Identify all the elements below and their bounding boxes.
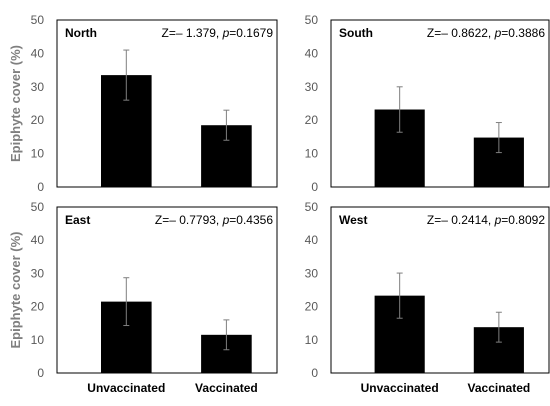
plot-frame: [330, 206, 550, 374]
y-tick-label: 10: [31, 333, 45, 347]
y-axis-label: Epiphyte cover (%): [8, 45, 23, 162]
chart-panel-east: 0 10 20 30 40 50 Epiphyte cover (%) Unvaccinate…: [8, 200, 278, 395]
y-tick-label: 20: [31, 300, 45, 314]
error-bar-unvaccinated: [396, 86, 403, 133]
y-tick-label: 0: [311, 366, 318, 380]
stat-annotation: Z=– 0.8622, p=0.3886: [427, 26, 545, 40]
stat-annotation: Z=– 0.2414, p=0.8092: [427, 213, 545, 227]
error-bar-unvaccinated: [123, 277, 130, 327]
y-tick-label: 30: [305, 80, 319, 94]
x-category-label: Unvaccinated: [87, 381, 165, 395]
error-bar-vaccinated: [495, 122, 502, 154]
y-tick-label: 20: [305, 300, 319, 314]
y-tick-label: 0: [311, 180, 318, 194]
x-category-label: Unvaccinated: [361, 381, 439, 395]
y-axis-label: Epiphyte cover (%): [8, 231, 23, 348]
error-bar-vaccinated: [223, 319, 230, 351]
y-tick-label: 40: [305, 233, 319, 247]
panel-title: South: [339, 26, 373, 40]
y-tick-label: 50: [31, 200, 45, 214]
chart-panel-west: 0 10 20 30 40 50 Unvaccinated Vaccinated West Z=–…: [305, 200, 550, 395]
y-tick-label: 0: [37, 366, 44, 380]
panel-title: East: [65, 213, 90, 227]
chart-panel-south: 0 10 20 30 40 50 South Z=– 0.8622, p=0.3886: [305, 13, 550, 194]
plot-frame: [330, 19, 550, 188]
panel-title: West: [339, 213, 367, 227]
y-tick-label: 40: [31, 46, 45, 60]
stat-annotation: Z=– 0.7793, p=0.4356: [155, 213, 273, 227]
y-tick-label: 50: [305, 13, 319, 27]
plot-frame: [56, 206, 278, 374]
x-category-label: Vaccinated: [195, 381, 258, 395]
error-bar-unvaccinated: [123, 49, 130, 101]
x-category-label: Vaccinated: [468, 381, 531, 395]
error-bar-vaccinated: [223, 109, 230, 141]
y-tick-label: 20: [31, 113, 45, 127]
chart-panel-north: 0 10 20 30 40 50 Epiphyte cover (%) North Z=– 1.…: [8, 13, 278, 194]
y-tick-label: 10: [305, 333, 319, 347]
y-tick-label: 20: [305, 113, 319, 127]
y-tick-label: 0: [37, 180, 44, 194]
plot-frame: [56, 19, 278, 188]
y-tick-label: 40: [31, 233, 45, 247]
error-bar-unvaccinated: [396, 272, 403, 319]
stat-annotation: Z=– 1.379, p=0.1679: [162, 26, 274, 40]
y-tick-label: 30: [31, 266, 45, 280]
y-tick-label: 30: [305, 266, 319, 280]
y-tick-label: 50: [305, 200, 319, 214]
y-tick-label: 50: [31, 13, 45, 27]
y-tick-label: 10: [305, 147, 319, 161]
y-tick-label: 30: [31, 80, 45, 94]
y-tick-label: 10: [31, 147, 45, 161]
error-bar-vaccinated: [495, 311, 502, 343]
y-tick-label: 40: [305, 46, 319, 60]
panel-title: North: [65, 26, 97, 40]
